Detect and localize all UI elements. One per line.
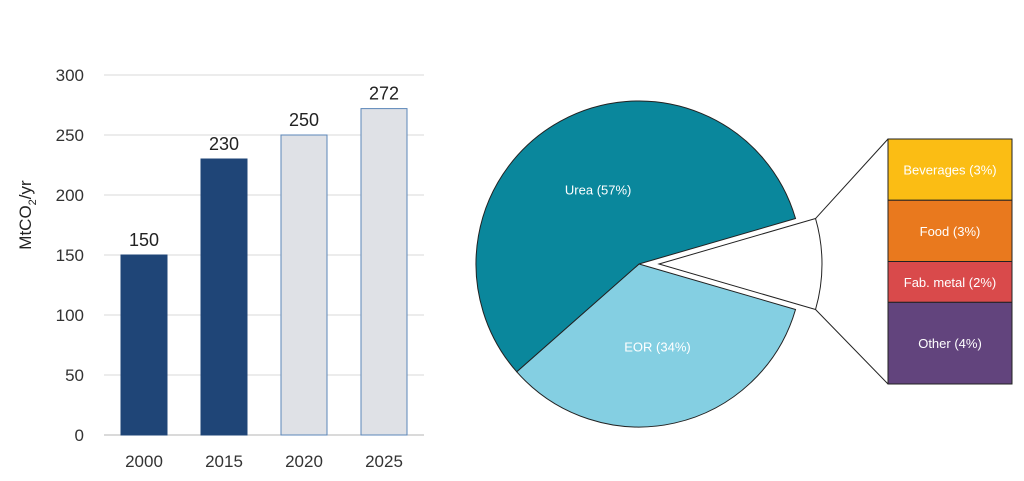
pie-slice-labels: EOR (34%) Urea (57%)	[565, 183, 691, 355]
bar-x-tick-labels: 2000 2015 2020 2025	[125, 452, 403, 471]
breakdown-label: Fab. metal (2%)	[904, 275, 996, 290]
breakdown-label: Beverages (3%)	[903, 163, 996, 178]
connector-line	[815, 309, 889, 385]
x-tick-label: 2020	[285, 452, 323, 471]
y-tick-label: 300	[56, 66, 84, 85]
pie-connector-lines	[815, 138, 889, 385]
y-tick-label: 200	[56, 186, 84, 205]
y-axis-label: MtCO2/yr	[16, 180, 39, 250]
y-tick-label: 100	[56, 306, 84, 325]
bar-data-labels: 150 230 250 272	[129, 84, 399, 250]
bar	[280, 134, 328, 436]
bar-y-tick-labels: 0 50 100 150 200 250 300	[56, 66, 84, 445]
y-tick-label: 250	[56, 126, 84, 145]
bar-marks	[120, 108, 408, 436]
pie-slice-exploded	[657, 217, 823, 311]
breakdown-segment	[887, 261, 1013, 303]
pie-slice-label: Urea (57%)	[565, 183, 631, 198]
pie-slice	[516, 263, 797, 428]
y-tick-label: 50	[65, 366, 84, 385]
bar	[360, 108, 408, 436]
x-tick-label: 2000	[125, 452, 163, 471]
bar	[120, 254, 168, 436]
bar	[200, 158, 248, 436]
pie-slices	[475, 100, 823, 428]
x-tick-label: 2025	[365, 452, 403, 471]
pie-slice-label: EOR (34%)	[624, 340, 690, 355]
bar-data-label: 250	[289, 110, 319, 130]
breakdown-segment	[887, 138, 1013, 201]
bar-data-label: 272	[369, 84, 399, 104]
breakdown-segment	[887, 301, 1013, 385]
breakdown-label: Food (3%)	[920, 224, 981, 239]
bar-data-label: 150	[129, 230, 159, 250]
x-tick-label: 2015	[205, 452, 243, 471]
pie-slice	[475, 100, 797, 373]
bar-chart: 0 50 100 150 200 250 300 150 230 250 272 2000 2015…	[16, 66, 424, 471]
pie-breakdown-stack: Beverages (3%) Food (3%) Fab. metal (2%) Ot…	[887, 138, 1013, 385]
bar-data-label: 230	[209, 134, 239, 154]
breakdown-segment	[887, 199, 1013, 262]
breakdown-label: Other (4%)	[918, 336, 982, 351]
y-tick-label: 150	[56, 246, 84, 265]
connector-line	[815, 138, 889, 219]
pie-chart: Beverages (3%) Food (3%) Fab. metal (2%) Ot…	[475, 100, 1013, 428]
y-tick-label: 0	[75, 426, 84, 445]
